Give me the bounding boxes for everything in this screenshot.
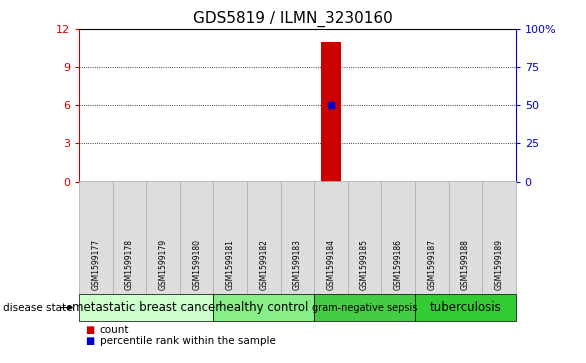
Text: GSM1599189: GSM1599189 xyxy=(495,239,503,290)
Text: GSM1599181: GSM1599181 xyxy=(226,239,235,290)
Text: percentile rank within the sample: percentile rank within the sample xyxy=(100,336,275,346)
Text: metastatic breast cancer: metastatic breast cancer xyxy=(72,301,220,314)
Text: GSM1599187: GSM1599187 xyxy=(427,239,436,290)
Bar xyxy=(321,42,341,182)
Text: GSM1599186: GSM1599186 xyxy=(394,239,403,290)
Text: count: count xyxy=(100,325,129,335)
Text: GSM1599179: GSM1599179 xyxy=(159,238,168,290)
Text: disease state: disease state xyxy=(3,303,73,313)
Text: ■: ■ xyxy=(85,336,94,346)
Text: gram-negative sepsis: gram-negative sepsis xyxy=(312,303,417,313)
Text: healthy control: healthy control xyxy=(219,301,308,314)
Text: GSM1599183: GSM1599183 xyxy=(293,239,302,290)
Text: GDS5819 / ILMN_3230160: GDS5819 / ILMN_3230160 xyxy=(193,11,393,27)
Text: GSM1599180: GSM1599180 xyxy=(192,239,201,290)
Text: GSM1599177: GSM1599177 xyxy=(91,238,100,290)
Text: GSM1599184: GSM1599184 xyxy=(326,239,335,290)
Text: tuberculosis: tuberculosis xyxy=(430,301,501,314)
Text: GSM1599178: GSM1599178 xyxy=(125,239,134,290)
Text: GSM1599182: GSM1599182 xyxy=(260,239,268,290)
Text: GSM1599185: GSM1599185 xyxy=(360,239,369,290)
Text: ■: ■ xyxy=(85,325,94,335)
Text: GSM1599188: GSM1599188 xyxy=(461,239,470,290)
